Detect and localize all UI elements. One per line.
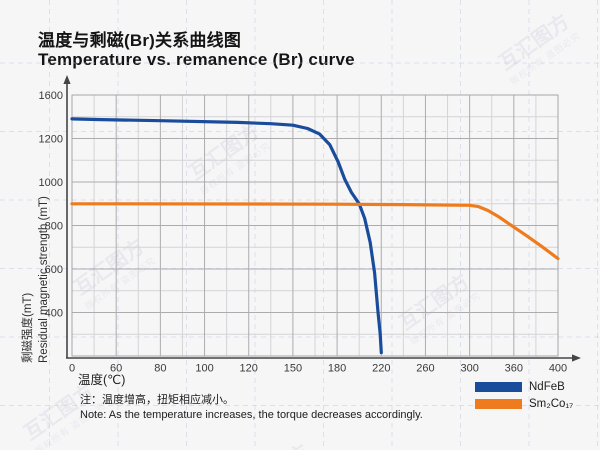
x-tick-label: 0 (69, 363, 75, 375)
y-tick-label: 1000 (39, 177, 63, 189)
legend-label-sm2co17: Sm₂Co₁₇ (529, 398, 574, 410)
x-axis-arrow (572, 354, 581, 362)
chart-legend: NdFeB Sm₂Co₁₇ (475, 381, 573, 410)
chart-title-en: Temperature vs. remanence (Br) curve (38, 50, 355, 69)
x-tick-label: 400 (549, 363, 567, 375)
chart-title-zh: 温度与剩磁(Br)关系曲线图 (38, 31, 242, 50)
plot-grid (71, 94, 559, 357)
y-tick-label: 400 (45, 308, 63, 320)
y-axis-title-en: Residual magnetic strength (mT) (38, 196, 50, 363)
y-axis (63, 75, 71, 358)
x-tick-label: 120 (240, 363, 258, 375)
x-axis-title: 温度(℃) (78, 372, 125, 387)
y-tick-labels: 400 600 800 1000 1200 1600 (39, 90, 63, 320)
series-line-ndfeb (70, 117, 383, 355)
x-tick-label: 150 (284, 363, 302, 375)
x-tick-label: 100 (195, 363, 213, 375)
x-tick-label: 260 (416, 363, 434, 375)
x-tick-label: 180 (328, 363, 346, 375)
legend-swatch-sm2co17 (475, 399, 522, 409)
y-tick-label: 1200 (39, 134, 63, 146)
y-tick-label: 800 (45, 221, 63, 233)
x-axis (66, 354, 581, 362)
y-axis-arrow (63, 75, 71, 84)
legend-item-ndfeb: NdFeB (475, 381, 573, 393)
x-tick-label: 300 (460, 363, 478, 375)
y-tick-label: 600 (45, 264, 63, 276)
x-tick-label: 220 (372, 363, 390, 375)
note-line-en: Note: As the temperature increases, the … (80, 408, 423, 421)
series-line-sm2co17 (70, 202, 560, 261)
legend-item-sm2co17: Sm₂Co₁₇ (475, 398, 573, 410)
x-tick-label: 80 (154, 363, 166, 375)
note-line-zh: 注：温度增高，扭矩相应减小。 (80, 394, 234, 406)
y-axis-title-zh: 剩磁强度(mT) (20, 293, 34, 363)
plot-border (71, 94, 559, 357)
x-tick-label: 60 (110, 363, 122, 375)
chart-note: 注：温度增高，扭矩相应减小。 Note: As the temperature … (80, 393, 423, 422)
legend-swatch-ndfeb (475, 382, 522, 392)
x-tick-label: 360 (505, 363, 523, 375)
x-tick-labels: 0 60 80 100 120 150 180 220 260 300 360 400 (69, 363, 567, 375)
legend-label-ndfeb: NdFeB (529, 381, 565, 393)
y-tick-label: 1600 (39, 90, 63, 102)
